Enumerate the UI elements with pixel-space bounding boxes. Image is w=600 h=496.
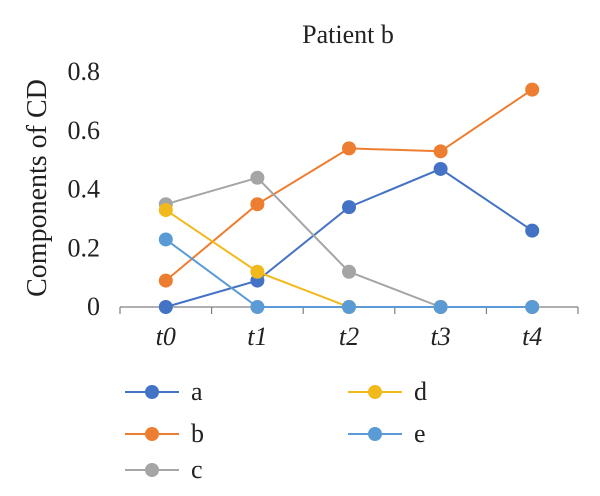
legend-marker-a	[145, 385, 159, 399]
data-point-d	[158, 203, 173, 218]
x-tick-label: t2	[339, 322, 359, 351]
x-tick-label: t4	[522, 322, 542, 351]
series-points	[158, 82, 540, 314]
series-line-b	[165, 88, 533, 282]
data-point-b	[250, 197, 265, 212]
data-point-b	[525, 82, 540, 97]
data-point-c	[342, 264, 356, 279]
data-point-b	[433, 144, 448, 159]
data-point-d	[250, 264, 265, 279]
x-tick-label: t1	[247, 322, 267, 351]
legend-marker-d	[368, 385, 382, 399]
series-line-d	[165, 209, 533, 308]
legend-label-e: e	[414, 419, 426, 448]
y-tick-label: 0.8	[68, 57, 101, 86]
data-point-b	[342, 141, 356, 156]
data-point-e	[250, 300, 265, 314]
data-point-a	[342, 200, 356, 215]
legend-label-c: c	[191, 455, 203, 484]
y-tick-label: 0	[87, 292, 100, 321]
series-line-a	[165, 167, 533, 308]
data-point-a	[525, 223, 540, 238]
y-ticks: 0 0.2 0.4 0.6 0.8	[68, 57, 101, 321]
chart-title: Patient b	[302, 20, 394, 49]
data-point-e	[433, 300, 448, 314]
legend-label-a: a	[191, 377, 203, 406]
legend: abc de	[125, 377, 427, 484]
legend-marker-e	[368, 427, 382, 441]
legend-label-b: b	[191, 419, 204, 448]
legend-marker-c	[145, 463, 159, 477]
data-point-e	[158, 232, 173, 247]
legend-label-d: d	[414, 377, 427, 406]
legend-marker-b	[145, 427, 159, 441]
x-tick-label: t3	[430, 322, 450, 351]
y-tick-label: 0.6	[68, 116, 101, 145]
data-point-a	[158, 300, 173, 314]
data-point-a	[433, 161, 448, 176]
data-point-c	[250, 170, 265, 185]
data-point-e	[342, 300, 356, 314]
data-point-b	[158, 273, 173, 288]
data-point-e	[525, 300, 540, 314]
x-ticks: t0 t1 t2 t3 t4	[156, 322, 543, 351]
y-tick-label: 0.4	[68, 175, 101, 204]
y-tick-label: 0.2	[68, 233, 101, 262]
y-axis-label: Components of CD	[22, 79, 53, 297]
x-tick-label: t0	[156, 322, 176, 351]
series-line-c	[165, 176, 533, 308]
